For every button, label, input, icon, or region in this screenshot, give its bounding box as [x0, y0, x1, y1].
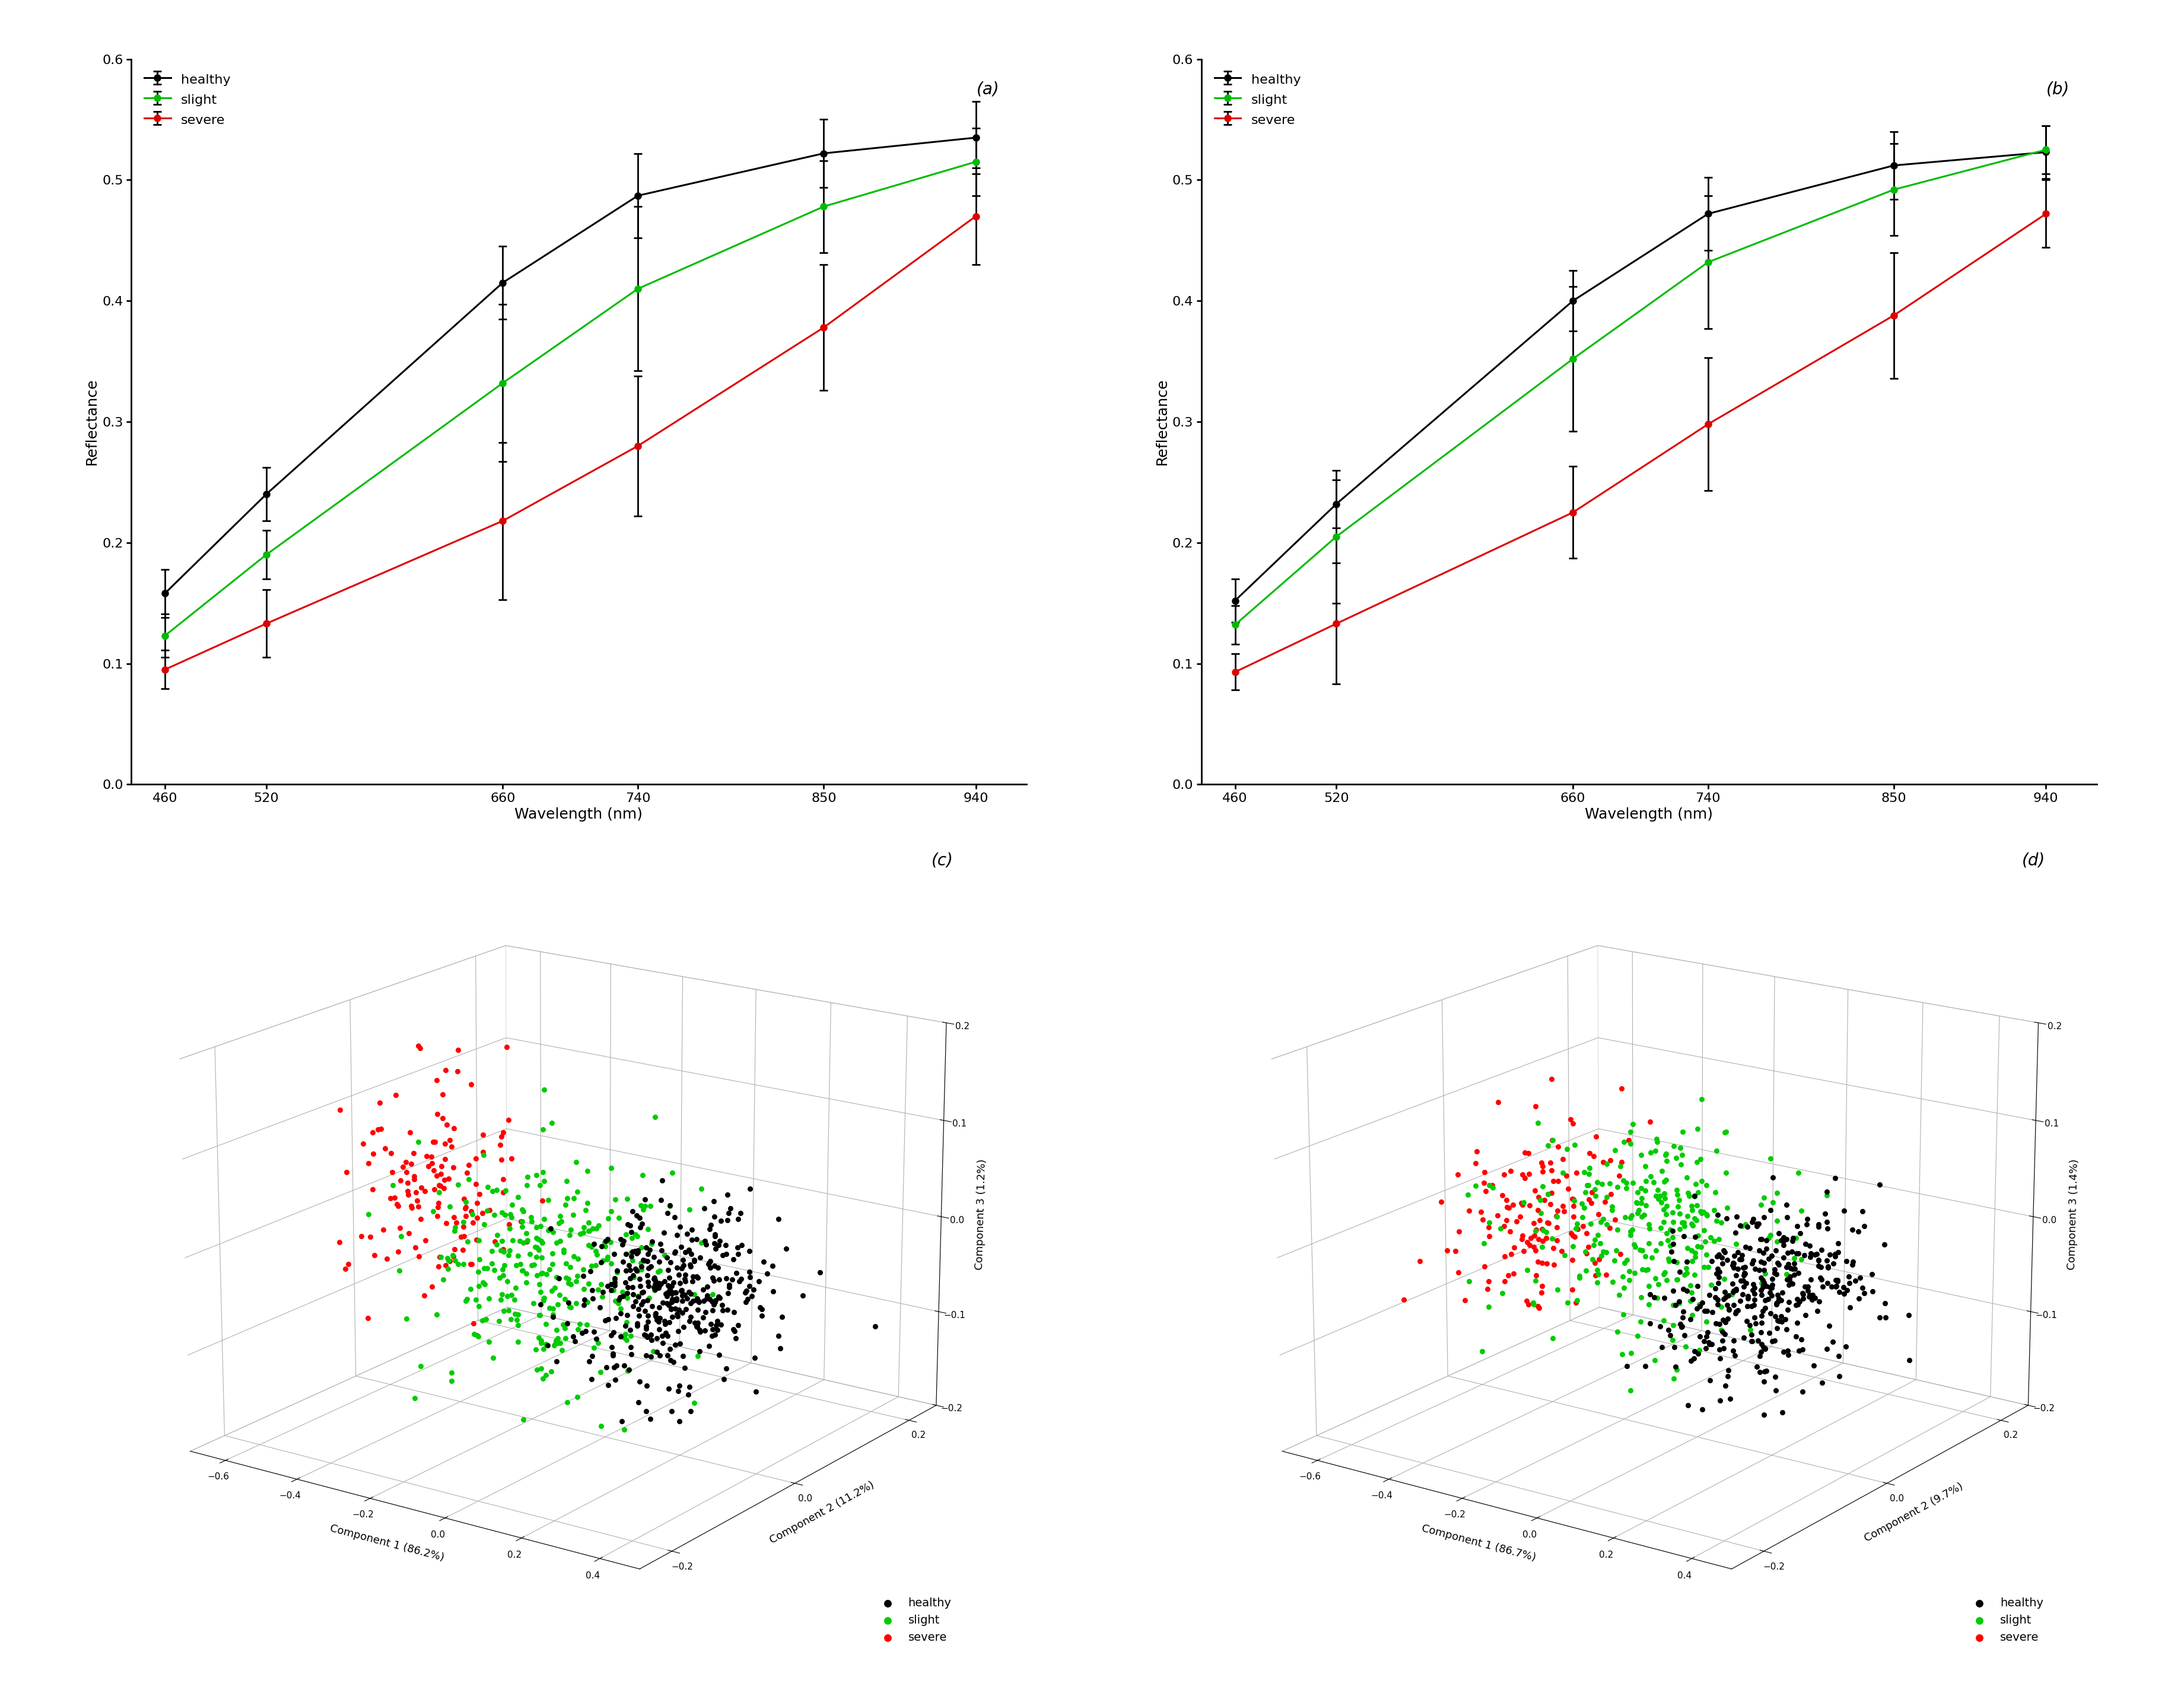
Text: (b): (b)	[2046, 81, 2070, 98]
X-axis label: Wavelength (nm): Wavelength (nm)	[515, 808, 642, 822]
Legend: healthy, slight, severe: healthy, slight, severe	[1963, 1593, 2049, 1648]
X-axis label: Component 1 (86.2%): Component 1 (86.2%)	[328, 1523, 446, 1564]
Legend: healthy, slight, severe: healthy, slight, severe	[138, 66, 238, 133]
Y-axis label: Component 2 (11.2%): Component 2 (11.2%)	[769, 1479, 876, 1545]
X-axis label: Wavelength (nm): Wavelength (nm)	[1586, 808, 1712, 822]
Legend: healthy, slight, severe: healthy, slight, severe	[871, 1593, 957, 1648]
Legend: healthy, slight, severe: healthy, slight, severe	[1208, 66, 1308, 133]
Y-axis label: Reflectance: Reflectance	[85, 378, 98, 466]
Text: (d): (d)	[2022, 852, 2046, 869]
Y-axis label: Component 2 (9.7%): Component 2 (9.7%)	[1863, 1481, 1966, 1544]
Text: (a): (a)	[976, 81, 1000, 98]
Text: (c): (c)	[933, 852, 954, 869]
Y-axis label: Reflectance: Reflectance	[1155, 378, 1168, 466]
X-axis label: Component 1 (86.7%): Component 1 (86.7%)	[1420, 1523, 1538, 1564]
